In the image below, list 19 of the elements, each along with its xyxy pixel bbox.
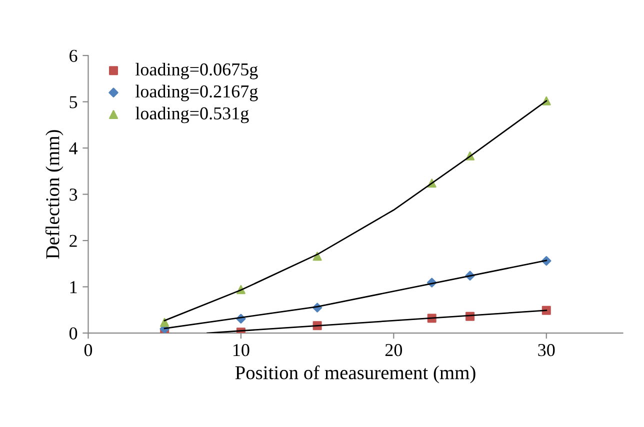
y-tick-label: 4 [69,142,78,154]
x-tick-label: 10 [234,344,250,356]
legend-label: loading=0.531g [136,106,249,124]
x-tick-label: 0 [84,344,92,356]
y-axis-title: Deflection (mm) [45,130,64,259]
y-tick-label: 6 [70,50,78,62]
y-tick-label: 0 [69,327,78,340]
x-tick-label: 30 [538,344,555,356]
y-tick-label: 3 [70,188,78,201]
y-tick-label: 5 [70,96,78,108]
legend-label: loading=0.2167g [136,84,258,102]
y-tick-label: 2 [70,234,77,247]
legend-label: loading=0.0675g [136,62,258,80]
point [312,252,322,261]
x-axis-title: Position of measurement (mm) [235,365,476,384]
y-tick-label: 1 [70,281,77,294]
x-tick-label: 20 [385,344,402,356]
point [542,306,551,315]
point [160,318,170,327]
